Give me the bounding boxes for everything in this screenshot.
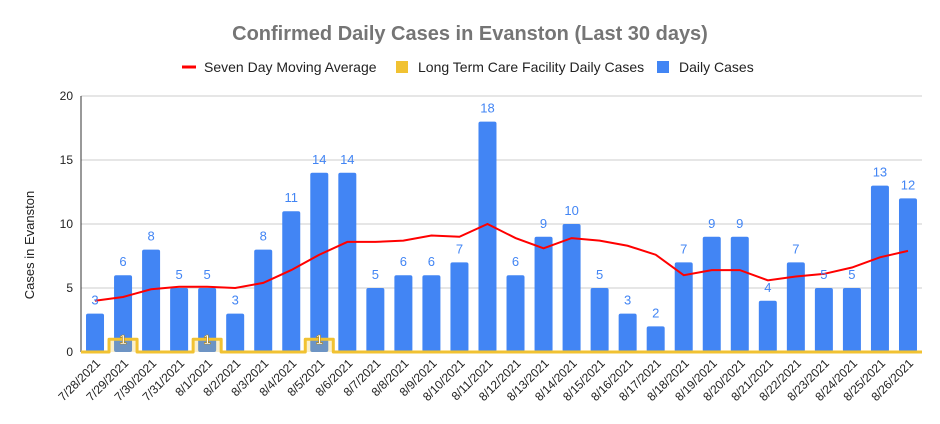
bar — [86, 313, 105, 352]
data-label: 5 — [204, 267, 211, 282]
bar — [618, 313, 637, 352]
bar — [814, 288, 833, 352]
data-label: 5 — [175, 267, 182, 282]
legend-swatch-icon — [657, 61, 669, 73]
bar — [338, 172, 357, 352]
bar — [506, 275, 525, 352]
bar — [702, 236, 721, 352]
data-label: 6 — [512, 254, 519, 269]
legend-item: Long Term Care Facility Daily Cases — [418, 59, 644, 75]
data-label: 10 — [564, 203, 578, 218]
bar — [142, 249, 161, 352]
bar — [114, 275, 133, 352]
moving-average-line — [94, 222, 909, 302]
legend-item: Seven Day Moving Average — [204, 59, 377, 75]
data-label: 5 — [848, 267, 855, 282]
bar — [254, 249, 273, 352]
bar — [730, 236, 749, 352]
data-label: 11 — [285, 190, 299, 205]
bar — [646, 326, 665, 352]
bar — [394, 275, 413, 352]
data-label: 6 — [400, 254, 407, 269]
bar — [534, 236, 553, 352]
bar — [842, 288, 861, 352]
data-label: 8 — [147, 229, 154, 244]
data-label: 4 — [764, 280, 771, 295]
bar — [310, 172, 329, 352]
data-label: 3 — [232, 293, 239, 308]
bar — [450, 262, 469, 352]
data-label: 5 — [372, 267, 379, 282]
y-tick-label: 20 — [60, 89, 74, 103]
ltc-stepped-area — [81, 337, 922, 354]
bar — [198, 288, 217, 352]
bar — [758, 300, 777, 352]
bar — [170, 288, 189, 352]
data-label: 8 — [260, 229, 267, 244]
bar — [478, 121, 497, 352]
bar — [282, 211, 301, 352]
data-label: 12 — [901, 177, 915, 192]
y-tick-label: 0 — [66, 345, 73, 359]
legend-swatch-icon — [396, 61, 408, 73]
data-label: 14 — [340, 152, 354, 167]
data-label: 14 — [312, 152, 326, 167]
data-label: 7 — [792, 241, 799, 256]
y-axis-label: Cases in Evanston — [22, 191, 37, 299]
data-label: 3 — [91, 293, 98, 308]
data-label: 6 — [119, 254, 126, 269]
bar — [590, 288, 609, 352]
data-label: 9 — [708, 216, 715, 231]
y-tick-label: 10 — [60, 217, 74, 231]
chart-title: Confirmed Daily Cases in Evanston (Last … — [232, 23, 708, 45]
y-tick-label: 5 — [66, 281, 73, 295]
data-label: 18 — [480, 101, 494, 116]
y-tick-label: 15 — [60, 153, 74, 167]
data-label: 7 — [456, 241, 463, 256]
bar — [786, 262, 805, 352]
bar — [366, 288, 385, 352]
data-label: 13 — [873, 165, 887, 180]
data-label: 3 — [624, 293, 631, 308]
bar — [870, 185, 889, 352]
data-label: 5 — [596, 267, 603, 282]
data-label: 9 — [736, 216, 743, 231]
ltc-data-label: 1 — [204, 332, 211, 347]
bar — [226, 313, 245, 352]
bar — [674, 262, 693, 352]
legend: Seven Day Moving Average Long Term Care F… — [182, 59, 754, 75]
legend-item: Daily Cases — [679, 59, 754, 75]
data-label: 2 — [652, 305, 659, 320]
data-label: 7 — [680, 241, 687, 256]
ltc-data-label: 1 — [316, 332, 323, 347]
data-label: 9 — [540, 216, 547, 231]
data-label: 5 — [820, 267, 827, 282]
data-label: 6 — [428, 254, 435, 269]
bar — [422, 275, 441, 352]
ltc-data-label: 1 — [119, 332, 126, 347]
bar — [898, 198, 917, 352]
bar — [562, 224, 581, 352]
